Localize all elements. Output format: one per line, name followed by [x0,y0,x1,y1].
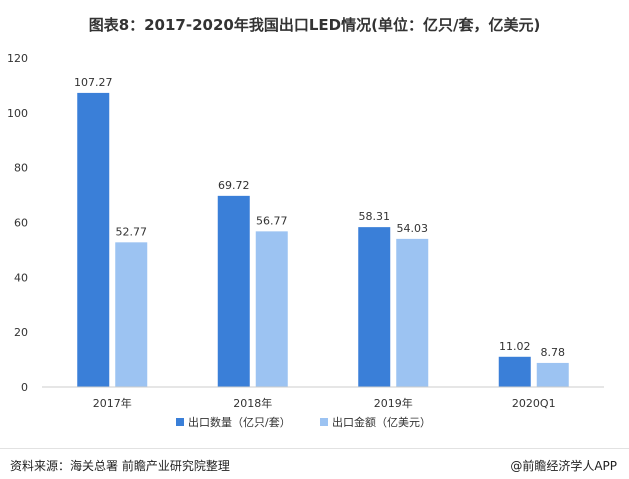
x-tick-label: 2019年 [374,396,413,410]
bar-value [115,242,148,387]
bar-quantity [217,195,250,387]
data-label: 52.77 [116,225,148,238]
x-tick-label: 2017年 [93,396,132,410]
legend-swatch [320,418,328,426]
y-tick-label: 100 [7,107,28,120]
bar-quantity [358,227,391,387]
y-tick-label: 120 [7,52,28,65]
y-tick-label: 80 [14,162,28,175]
y-tick-label: 60 [14,217,28,230]
bar-value [396,238,429,387]
data-label: 8.78 [541,346,566,359]
legend-label: 出口数量（亿只/套） [188,415,291,429]
bar-chart: 0 20 40 60 80 100 120 107.27 52.77 69.72 56.77 58.… [7,52,604,429]
data-label: 56.77 [256,214,288,227]
source-note: 资料来源：海关总署 前瞻产业研究院整理 [10,459,230,473]
data-label: 69.72 [218,179,250,192]
y-tick-label: 0 [21,381,28,394]
y-tick-label: 20 [14,326,28,339]
footer-divider [0,448,629,449]
data-label: 11.02 [499,340,531,353]
bar-quantity [498,356,531,387]
data-label: 54.03 [397,222,429,235]
brand-credit: @前瞻经济学人APP [510,459,617,473]
y-axis: 0 20 40 60 80 100 120 [7,52,28,394]
x-tick-label: 2018年 [233,396,272,410]
bar-quantity [77,92,110,387]
legend-label: 出口金额（亿美元） [332,415,431,429]
legend-swatch [176,418,184,426]
chart-title: 图表8：2017-2020年我国出口LED情况(单位：亿只/套，亿美元) [88,16,541,34]
x-tick-label: 2020Q1 [512,397,556,410]
legend: 出口数量（亿只/套） 出口金额（亿美元） [176,415,431,429]
data-label: 58.31 [359,210,391,223]
bar-value [255,231,288,387]
y-tick-label: 40 [14,271,28,284]
bar-value [536,362,569,387]
data-label: 107.27 [74,76,113,89]
x-axis: 2017年 2018年 2019年 2020Q1 [42,386,604,410]
bars-group: 107.27 52.77 69.72 56.77 58.31 54.03 11.02 8.78 [74,76,569,387]
